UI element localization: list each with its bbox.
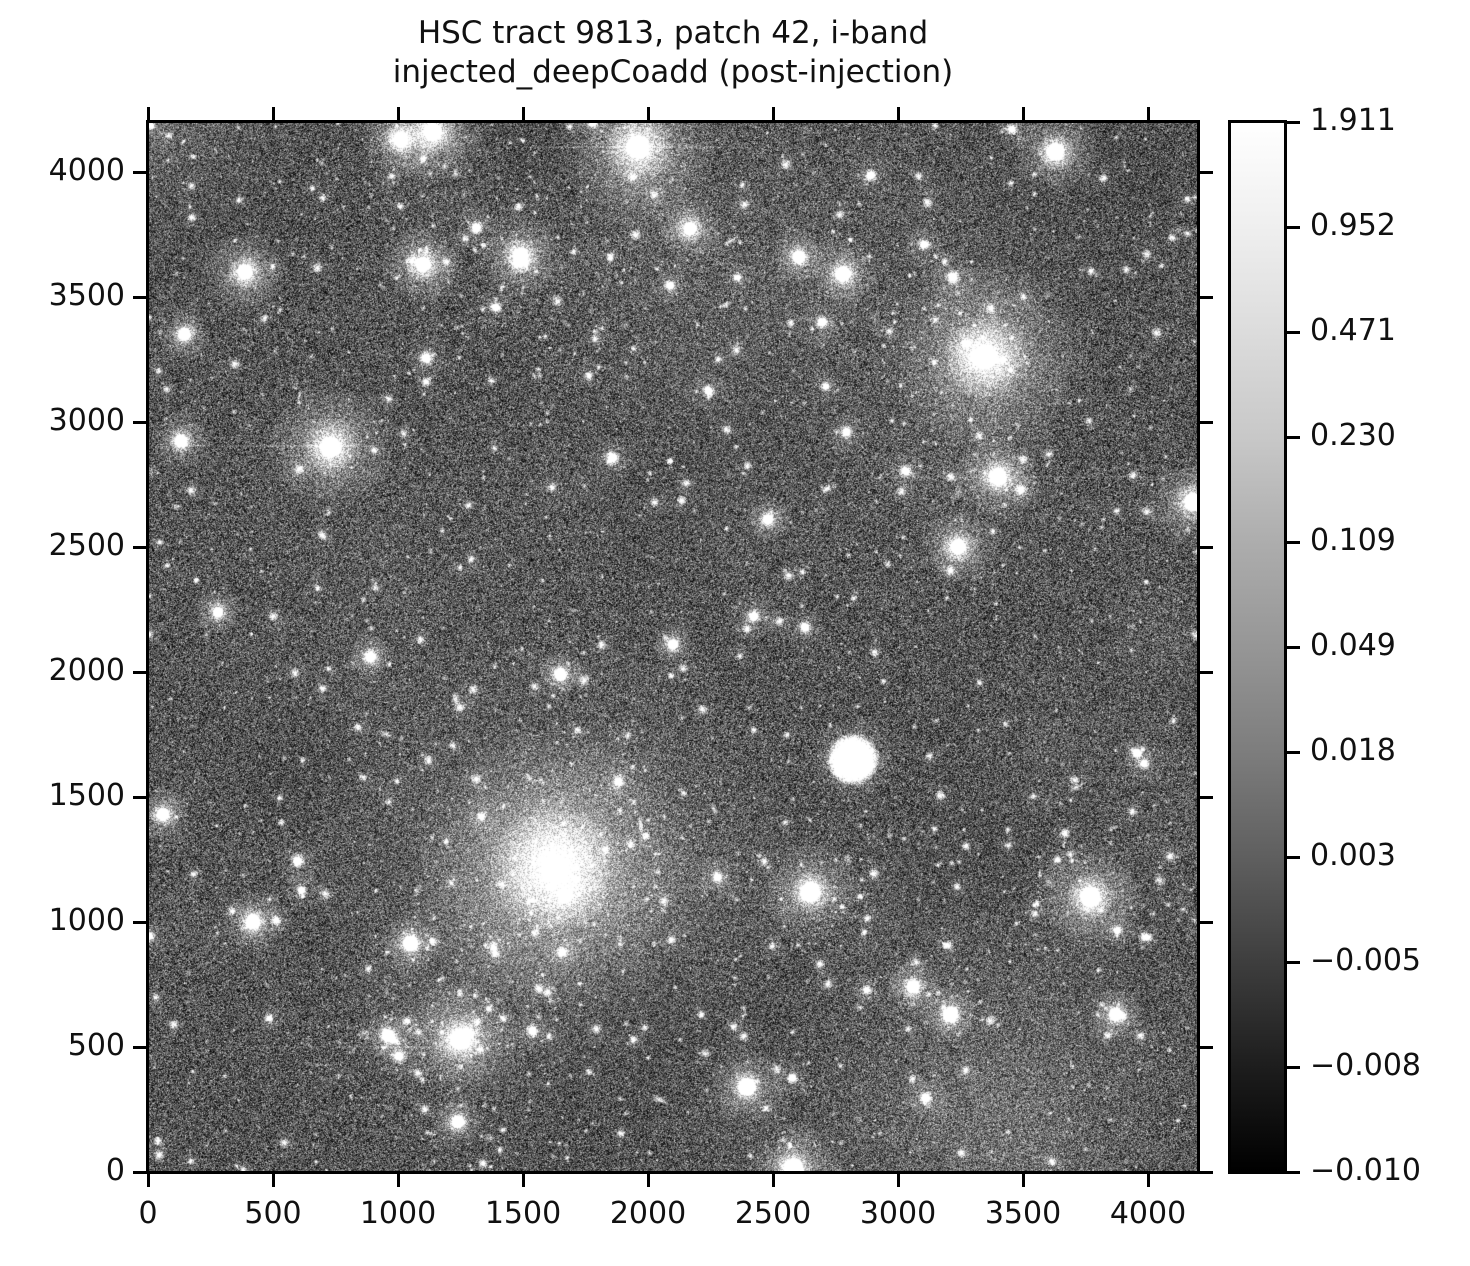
colorbar-tick xyxy=(1285,225,1300,229)
y-tick-label: 2500 xyxy=(48,528,125,563)
colorbar-tick xyxy=(1285,1065,1300,1069)
colorbar-tick-label: 0.952 xyxy=(1310,208,1396,243)
y-axis-tick xyxy=(133,545,148,549)
y-tick-label: 2000 xyxy=(48,653,125,688)
x-tick-label: 3000 xyxy=(859,1196,937,1231)
y-axis-right-tick xyxy=(1198,920,1213,924)
y-tick-label: 3500 xyxy=(48,278,125,313)
colorbar-tick xyxy=(1285,435,1300,439)
x-axis-top-tick xyxy=(1021,107,1025,122)
x-tick-label: 2000 xyxy=(609,1196,687,1231)
y-axis-right-tick xyxy=(1198,170,1213,174)
figure-title: HSC tract 9813, patch 42, i-band injecte… xyxy=(148,14,1198,92)
colorbar-tick-label: 0.049 xyxy=(1310,628,1396,663)
x-tick-label: 1500 xyxy=(484,1196,562,1231)
y-tick-label: 4000 xyxy=(48,153,125,188)
x-axis-tick xyxy=(521,1172,525,1187)
colorbar-tick-label: 0.018 xyxy=(1310,733,1396,768)
colorbar-tick-label: −0.010 xyxy=(1310,1153,1422,1188)
colorbar-tick xyxy=(1285,540,1300,544)
x-axis-tick xyxy=(1146,1172,1150,1187)
y-axis-right-tick xyxy=(1198,795,1213,799)
colorbar-tick xyxy=(1285,120,1300,124)
x-axis-top-tick xyxy=(396,107,400,122)
title-line-2: injected_deepCoadd (post-injection) xyxy=(392,54,954,90)
x-axis-tick xyxy=(146,1172,150,1187)
colorbar xyxy=(1228,120,1287,1174)
x-axis-top-tick xyxy=(271,107,275,122)
x-axis-tick xyxy=(646,1172,650,1187)
colorbar-tick-label: −0.005 xyxy=(1310,943,1422,978)
x-axis-top-tick xyxy=(771,107,775,122)
colorbar-tick xyxy=(1285,1170,1300,1174)
y-tick-label: 0 xyxy=(105,1153,125,1188)
title-line-1: HSC tract 9813, patch 42, i-band xyxy=(417,15,929,51)
y-axis-right-tick xyxy=(1198,1045,1213,1049)
x-axis-tick xyxy=(896,1172,900,1187)
x-tick-label: 500 xyxy=(244,1196,302,1231)
y-axis-tick xyxy=(133,170,148,174)
y-axis-tick xyxy=(133,1045,148,1049)
y-axis-right-tick xyxy=(1198,545,1213,549)
plot-area xyxy=(146,120,1200,1174)
y-axis-tick xyxy=(133,670,148,674)
x-axis-tick xyxy=(771,1172,775,1187)
y-axis-tick xyxy=(133,1170,148,1174)
colorbar-tick-label: 0.471 xyxy=(1310,313,1396,348)
y-axis-tick xyxy=(133,420,148,424)
colorbar-tick xyxy=(1285,645,1300,649)
x-tick-label: 1000 xyxy=(359,1196,437,1231)
x-tick-label: 4000 xyxy=(1109,1196,1187,1231)
colorbar-gradient xyxy=(1230,122,1285,1172)
colorbar-tick-label: 0.109 xyxy=(1310,523,1396,558)
colorbar-tick xyxy=(1285,330,1300,334)
x-axis-tick xyxy=(271,1172,275,1187)
x-tick-label: 2500 xyxy=(734,1196,812,1231)
x-tick-label: 3500 xyxy=(984,1196,1062,1231)
x-axis-tick xyxy=(1021,1172,1025,1187)
y-axis-tick xyxy=(133,295,148,299)
y-tick-label: 3000 xyxy=(48,403,125,438)
x-axis-tick xyxy=(396,1172,400,1187)
x-axis-top-tick xyxy=(646,107,650,122)
colorbar-tick xyxy=(1285,960,1300,964)
x-axis-top-tick xyxy=(896,107,900,122)
y-axis-right-tick xyxy=(1198,295,1213,299)
x-axis-top-tick xyxy=(521,107,525,122)
x-axis-top-tick xyxy=(146,107,150,122)
y-tick-label: 500 xyxy=(67,1028,125,1063)
y-axis-tick xyxy=(133,795,148,799)
y-axis-right-tick xyxy=(1198,1170,1213,1174)
colorbar-tick-label: 0.230 xyxy=(1310,418,1396,453)
coadd-image-canvas xyxy=(148,122,1198,1172)
x-axis-top-tick xyxy=(1146,107,1150,122)
x-tick-label: 0 xyxy=(138,1196,158,1231)
colorbar-tick-label: −0.008 xyxy=(1310,1048,1422,1083)
y-axis-tick xyxy=(133,920,148,924)
y-axis-right-tick xyxy=(1198,670,1213,674)
colorbar-tick xyxy=(1285,750,1300,754)
colorbar-tick-label: 0.003 xyxy=(1310,838,1396,873)
y-tick-label: 1000 xyxy=(48,903,125,938)
y-tick-label: 1500 xyxy=(48,778,125,813)
y-axis-right-tick xyxy=(1198,420,1213,424)
colorbar-tick-label: 1.911 xyxy=(1310,103,1396,138)
colorbar-tick xyxy=(1285,855,1300,859)
